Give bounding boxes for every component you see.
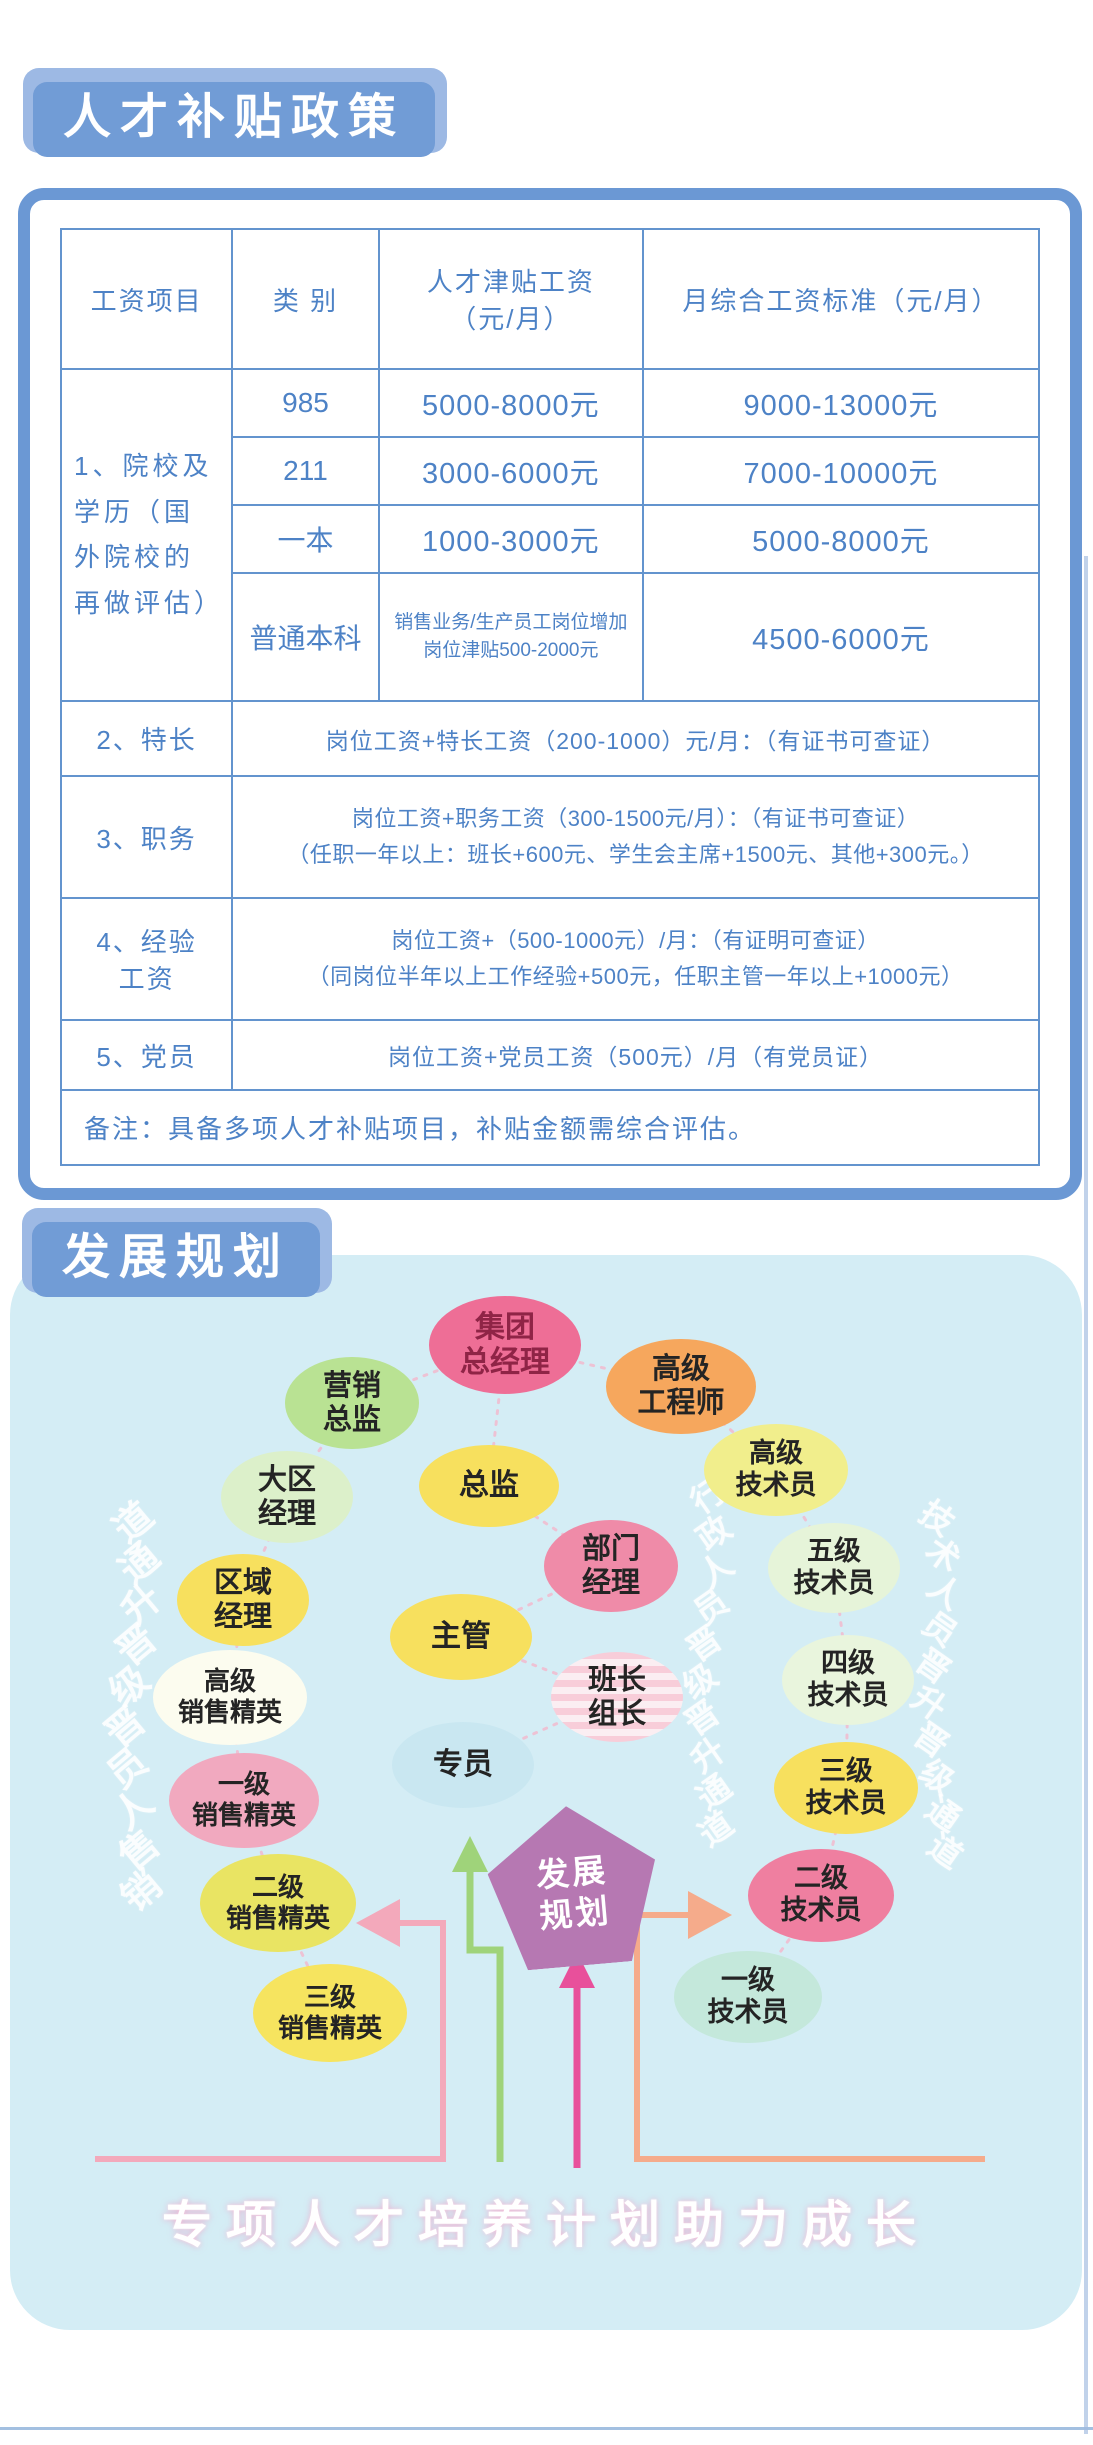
edu-subsidy-yiben: 1000-3000元 <box>377 504 644 574</box>
edu-total-985: 9000-13000元 <box>641 368 1041 438</box>
duty-label: 3、职务 <box>59 775 234 899</box>
edu-subsidy-985: 5000-8000元 <box>377 368 644 438</box>
org-node-group-gm: 集团 总经理 <box>429 1296 581 1394</box>
org-node-senior-sales-elite: 高级 销售精英 <box>153 1649 307 1745</box>
duty-desc-line1: 岗位工资+职务工资（300-1500元/月）：（有证书可查证） <box>351 805 920 831</box>
edu-type-985: 985 <box>231 368 380 438</box>
header-salary-item: 工资项目 <box>59 228 234 370</box>
table-row: 211 3000-6000元 7000-10000元 <box>61 436 1041 506</box>
org-node-level1-technician: 一级 技术员 <box>674 1951 822 2043</box>
table-row: 2、特长 岗位工资+特长工资（200-1000）元/月：（有证书可查证） <box>59 700 1040 777</box>
table-row: 备注：具备多项人才补贴项目，补贴金额需综合评估。 <box>60 1089 1040 1166</box>
plan-section-title: 发展规划 <box>32 1222 321 1297</box>
org-node-area-manager: 区域 经理 <box>177 1554 309 1646</box>
org-node-supervisor: 主管 <box>390 1594 532 1680</box>
table-row: 普通本科 销售业务/生产员工岗位增加岗位津贴500-2000元 4500-600… <box>61 572 1041 702</box>
experience-label-line1: 4、经验 <box>96 927 197 957</box>
salary-subsidy-table: 工资项目 类 别 人才津贴工资 （元/月） 月综合工资标准（元/月） 1、院校及… <box>59 228 1041 1166</box>
org-node-marketing-director: 营销 总监 <box>285 1357 419 1449</box>
subsidy-section-badge: 人才补贴政策 <box>23 68 448 157</box>
party-member-desc: 岗位工资+党员工资（500元）/月（有党员证） <box>231 1019 1040 1091</box>
org-node-level5-technician: 五级 技术员 <box>768 1523 900 1613</box>
org-node-director: 总监 <box>419 1445 559 1527</box>
org-node-level2-sales-elite: 二级 销售精英 <box>200 1854 356 1952</box>
org-node-level4-technician: 四级 技术员 <box>782 1635 914 1725</box>
party-member-label: 5、党员 <box>59 1019 234 1091</box>
right-edge-line <box>1084 556 1088 2434</box>
bottom-divider-line <box>0 2427 1093 2430</box>
header-monthly-total: 月综合工资标准（元/月） <box>641 228 1041 370</box>
org-node-senior-technician: 高级 技术员 <box>704 1424 848 1516</box>
experience-desc-line2: （同岗位半年以上工作经验+500元，任职主管一年以上+1000元） <box>307 964 964 989</box>
header-category: 类 别 <box>231 228 380 370</box>
table-header-row: 工资项目 类 别 人才津贴工资 （元/月） 月综合工资标准（元/月） <box>59 228 1041 370</box>
experience-desc-line1: 岗位工资+（500-1000元）/月：（有证明可查证） <box>391 927 880 953</box>
header-talent-subsidy-line2: （元/月） <box>450 304 572 334</box>
edu-subsidy-benke: 销售业务/生产员工岗位增加岗位津贴500-2000元 <box>377 572 644 702</box>
table-row: 3、职务 岗位工资+职务工资（300-1500元/月）：（有证书可查证） （任职… <box>59 775 1040 899</box>
education-section-label: 1、院校及学历（国外院校的再做评估） <box>59 368 234 702</box>
special-skill-label: 2、特长 <box>59 700 234 777</box>
subsidy-section-title: 人才补贴政策 <box>33 82 436 157</box>
duty-desc: 岗位工资+职务工资（300-1500元/月）：（有证书可查证） （任职一年以上：… <box>231 775 1040 899</box>
edu-total-yiben: 5000-8000元 <box>641 504 1041 574</box>
edu-type-211: 211 <box>231 436 380 506</box>
edu-total-211: 7000-10000元 <box>641 436 1041 506</box>
header-talent-subsidy-line1: 人才津贴工资 <box>426 267 595 297</box>
plan-section-badge: 发展规划 <box>22 1208 333 1297</box>
edu-type-yiben: 一本 <box>231 504 380 574</box>
org-node-senior-engineer: 高级 工程师 <box>606 1338 756 1434</box>
header-talent-subsidy: 人才津贴工资 （元/月） <box>377 228 644 370</box>
table-row: 4、经验 工资 岗位工资+（500-1000元）/月：（有证明可查证） （同岗位… <box>59 897 1040 1021</box>
org-node-level3-technician: 三级 技术员 <box>774 1742 918 1834</box>
edu-type-benke: 普通本科 <box>231 572 380 702</box>
growth-tagline: 专项人才培养计划助力成长 <box>162 2197 930 2253</box>
org-node-level3-sales-elite: 三级 销售精英 <box>253 1964 407 2062</box>
table-row: 5、党员 岗位工资+党员工资（500元）/月（有党员证） <box>59 1019 1040 1091</box>
org-node-level1-sales-elite: 一级 销售精英 <box>169 1752 319 1848</box>
org-node-dept-manager: 部门 经理 <box>544 1520 678 1612</box>
edu-subsidy-211: 3000-6000元 <box>377 436 644 506</box>
org-node-level2-technician: 二级 技术员 <box>748 1848 894 1942</box>
edu-total-benke: 4500-6000元 <box>641 572 1041 702</box>
experience-desc: 岗位工资+（500-1000元）/月：（有证明可查证） （同岗位半年以上工作经验… <box>231 897 1040 1021</box>
org-node-specialist: 专员 <box>392 1722 534 1808</box>
special-skill-desc: 岗位工资+特长工资（200-1000）元/月：（有证书可查证） <box>231 700 1040 777</box>
table-note: 备注：具备多项人才补贴项目，补贴金额需综合评估。 <box>60 1089 1040 1166</box>
experience-label-line2: 工资 <box>118 964 175 994</box>
table-row: 一本 1000-3000元 5000-8000元 <box>61 504 1041 574</box>
table-row: 1、院校及学历（国外院校的再做评估） 985 5000-8000元 9000-1… <box>59 368 1041 702</box>
org-node-team-leader: 班长 组长 <box>551 1652 683 1742</box>
experience-label: 4、经验 工资 <box>59 897 234 1021</box>
org-node-region-manager: 大区 经理 <box>221 1451 353 1543</box>
duty-desc-line2: （任职一年以上：班长+600元、学生会主席+1500元、其他+300元。） <box>287 842 984 867</box>
